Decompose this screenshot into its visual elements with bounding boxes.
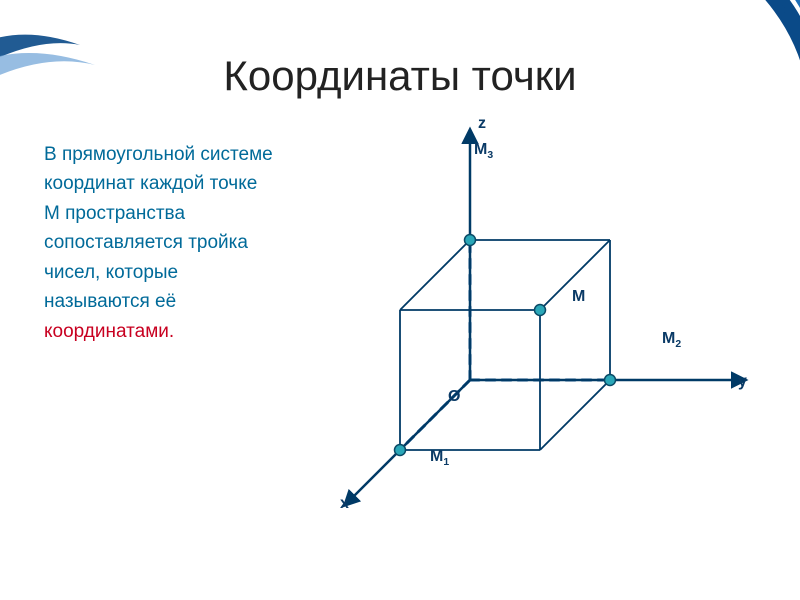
description-text: В прямоугольной системе координат каждой…	[44, 140, 274, 346]
description-main: В прямоугольной системе координат каждой…	[44, 144, 273, 312]
coordinate-diagram: z y x О М М1 М2 М3	[280, 110, 780, 530]
axis-label-z: z	[478, 115, 486, 133]
label-O: О	[448, 388, 460, 406]
page-title: Координаты точки	[223, 52, 576, 100]
label-M2: М2	[662, 330, 681, 350]
cube-svg	[280, 110, 780, 530]
label-M3: М3	[474, 141, 493, 161]
label-M1: М1	[430, 448, 449, 468]
axis-label-y: y	[738, 373, 747, 391]
axis-label-x: x	[340, 495, 349, 513]
decor-swoosh-left	[0, 10, 120, 110]
label-M: М	[572, 288, 585, 306]
description-highlight: координатами.	[44, 321, 174, 342]
